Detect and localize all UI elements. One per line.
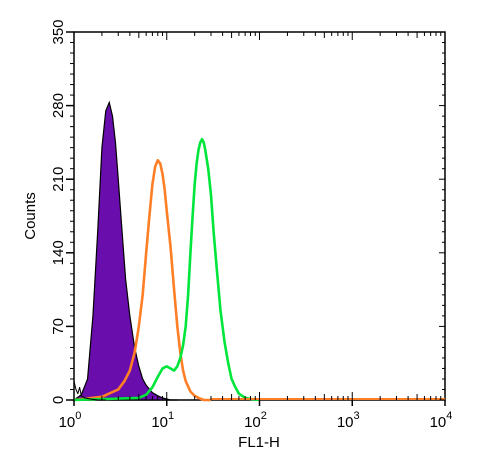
x-tick-label: 101 [151, 410, 174, 431]
x-tick-label: 104 [430, 410, 453, 431]
x-tick-label: 100 [59, 410, 82, 431]
series-1-line [73, 158, 211, 402]
y-tick-label: 0 [50, 396, 67, 404]
y-tick-label: 350 [50, 19, 67, 44]
x-tick-label: 103 [337, 410, 360, 431]
y-axis-ticks: 0 70 140 210 280 350 [50, 19, 445, 404]
series-3-line [73, 380, 106, 401]
y-axis-title: Counts [22, 192, 39, 240]
series-0-fill [72, 100, 178, 401]
y-tick-label: 210 [50, 167, 67, 192]
y-tick-label: 280 [50, 93, 67, 118]
x-tick-exponent: 4 [446, 410, 452, 422]
series-2-line [73, 137, 260, 402]
x-tick-exponent: 0 [75, 410, 81, 422]
y-tick-label: 70 [50, 318, 67, 335]
x-tick-exponent: 3 [354, 410, 360, 422]
x-tick-exponent: 2 [261, 410, 267, 422]
y-tick-label: 140 [50, 240, 67, 265]
x-tick-label: 102 [244, 410, 267, 431]
series-layer [72, 100, 445, 402]
x-axis-title: FL1-H [238, 434, 280, 451]
x-tick-exponent: 1 [168, 410, 174, 422]
